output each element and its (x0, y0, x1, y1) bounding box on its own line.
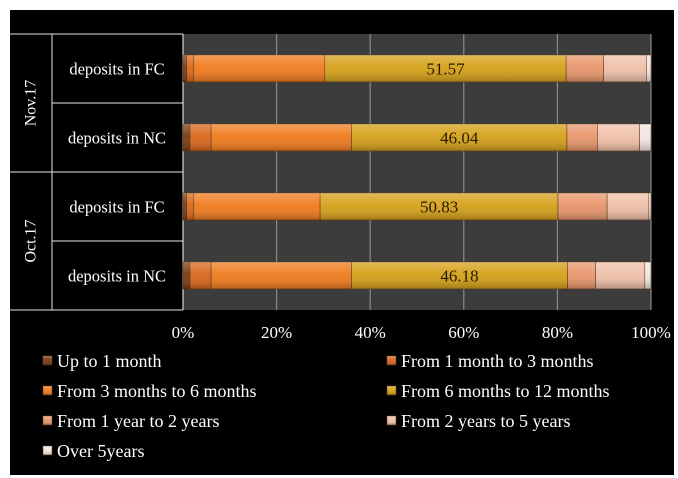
x-tick-label: 80% (542, 323, 573, 342)
data-label: 46.18 (440, 267, 478, 286)
legend-swatch-shade (43, 356, 52, 365)
bar-segment-shade (351, 124, 567, 151)
bar-segment-shade (558, 193, 608, 220)
bar-segment-shade (646, 55, 651, 82)
legend-label: From 1 month to 3 months (401, 351, 594, 371)
legend-label: Up to 1 month (57, 351, 162, 371)
group-label: Oct.17 (23, 219, 40, 262)
chart-frame: 0% 20% 40% 60% 80% 100% Nov.17 deposits in FC 51… (10, 10, 674, 475)
legend-label: Over 5years (57, 441, 144, 461)
category-label: deposits in FC (69, 198, 164, 217)
bar-segment-shade (186, 193, 194, 220)
category-label: deposits in FC (69, 60, 164, 79)
bar-segment-shade (566, 124, 598, 151)
axis-labels: 0% 20% 40% 60% 80% 100% Nov.17 deposits in FC 51… (23, 60, 671, 343)
bar-segment-shade (595, 262, 645, 289)
legend-swatch-shade (387, 386, 396, 395)
bar-segment-shade (190, 124, 212, 151)
legend-swatch-shade (43, 446, 52, 455)
bar-segment-shade (193, 55, 325, 82)
bar-segment-shade (597, 124, 640, 151)
bar-segment-shade (183, 262, 191, 289)
x-tick-label: 20% (261, 323, 292, 342)
legend-swatch-shade (43, 386, 52, 395)
bar-segment-shade (566, 55, 604, 82)
bar-segment-shade (603, 55, 647, 82)
legend-label: From 2 years to 5 years (401, 411, 570, 431)
bar-segment-shade (648, 193, 651, 220)
bar-segment-shade (639, 124, 651, 151)
category-label: deposits in NC (68, 267, 166, 286)
group-label: Nov.17 (23, 80, 40, 127)
bar-segment-shade (183, 124, 191, 151)
bar-segment-shade (186, 55, 194, 82)
bar-segment-shade (567, 262, 596, 289)
bar-segment-shade (607, 193, 649, 220)
x-tick-label: 0% (172, 323, 195, 342)
data-label: 50.83 (420, 198, 458, 217)
legend-label: From 1 year to 2 years (57, 411, 219, 431)
legend-label: From 6 months to 12 months (401, 381, 610, 401)
category-frame (10, 33, 184, 311)
bar-segment-shade (211, 262, 352, 289)
bar-segment-shade (644, 262, 651, 289)
bar-segment-shade (351, 262, 568, 289)
bar-segment-shade (183, 193, 187, 220)
stacked-bar-chart: 0% 20% 40% 60% 80% 100% Nov.17 deposits in FC 51… (10, 33, 671, 461)
x-tick-label: 100% (631, 323, 671, 342)
legend-swatch-shade (387, 356, 396, 365)
bar-segment-shade (190, 262, 212, 289)
data-label: 46.04 (440, 129, 479, 148)
bar-segment-shade (211, 124, 352, 151)
bar-segment-shade (320, 193, 559, 220)
bar-segment-shade (324, 55, 567, 82)
legend-label: From 3 months to 6 months (57, 381, 257, 401)
x-tick-label: 60% (448, 323, 479, 342)
category-label: deposits in NC (68, 129, 166, 148)
bar-segment-shade (193, 193, 321, 220)
legend-swatch-shade (387, 416, 396, 425)
legend: Up to 1 month From 3 months to 6 months Fr… (42, 351, 610, 461)
data-label: 51.57 (426, 60, 465, 79)
bar-segment-shade (183, 55, 187, 82)
x-tick-label: 40% (355, 323, 386, 342)
legend-swatch-shade (43, 416, 52, 425)
bars (182, 54, 652, 290)
